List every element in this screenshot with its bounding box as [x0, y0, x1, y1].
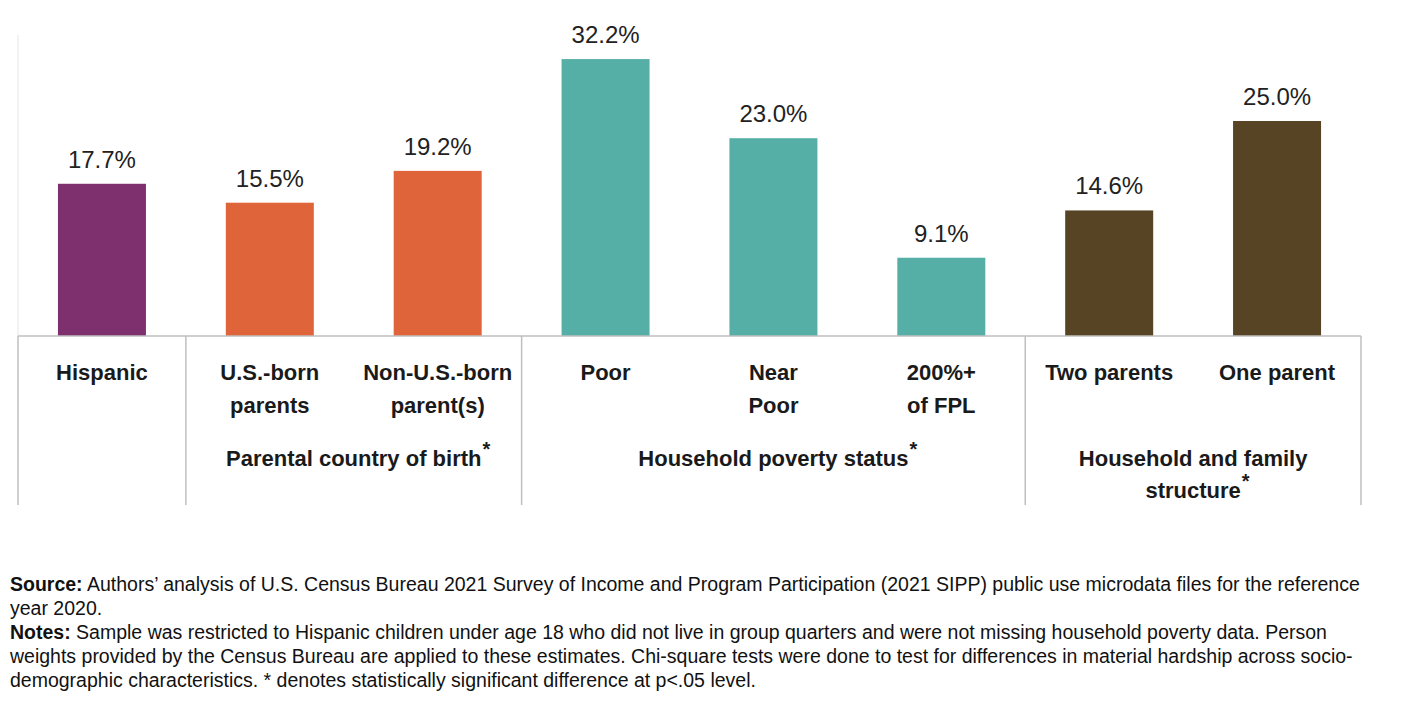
data-label: 23.0% — [739, 100, 807, 127]
data-label: 19.2% — [404, 133, 472, 160]
category-label: U.S.-bornparents — [220, 360, 319, 418]
footnote-text: Authors’ analysis of U.S. Census Bureau … — [10, 573, 1360, 619]
group-separator — [17, 336, 19, 505]
significance-note: * — [482, 438, 490, 460]
category-label: Two parents — [1045, 360, 1173, 385]
footnote: Source: Authors’ analysis of U.S. Census… — [10, 572, 1398, 620]
group-separator — [1360, 336, 1362, 505]
bar — [1065, 210, 1153, 336]
bar — [897, 258, 985, 336]
group-separator — [1025, 336, 1027, 505]
group-label: Parental country of birth — [226, 446, 481, 471]
bar — [58, 184, 146, 336]
category-label: Poor — [581, 360, 632, 385]
data-label: 14.6% — [1075, 172, 1143, 199]
footnote-text: Sample was restricted to Hispanic childr… — [10, 621, 1353, 691]
group-label: Household and familystructure — [1079, 446, 1308, 503]
data-label: 15.5% — [236, 165, 304, 192]
y-axis-line — [18, 35, 19, 336]
footnote-label: Source: — [10, 573, 83, 595]
significance-note: * — [910, 438, 918, 460]
significance-note: * — [1242, 470, 1250, 492]
footnote-label: Notes: — [10, 621, 71, 643]
data-label: 9.1% — [914, 220, 969, 247]
baseline — [18, 335, 1361, 337]
footnotes: Source: Authors’ analysis of U.S. Census… — [10, 572, 1398, 692]
group-separator — [185, 336, 187, 505]
group-label: Household poverty status — [638, 446, 908, 471]
category-label: Hispanic — [56, 360, 148, 385]
data-label: 25.0% — [1243, 83, 1311, 110]
category-label: One parent — [1219, 360, 1336, 385]
group-separator — [521, 336, 523, 505]
data-label: 32.2% — [572, 21, 640, 48]
bar — [729, 138, 817, 336]
category-label: NearPoor — [748, 360, 799, 418]
category-label: Non-U.S.-bornparent(s) — [363, 360, 512, 418]
footnote: Notes: Sample was restricted to Hispanic… — [10, 620, 1398, 692]
bar — [226, 203, 314, 336]
bar — [394, 171, 482, 336]
category-label: 200%+of FPL — [907, 360, 976, 418]
bar — [1233, 121, 1321, 336]
data-label: 17.7% — [68, 146, 136, 173]
bars — [58, 59, 1321, 336]
bar — [562, 59, 650, 336]
